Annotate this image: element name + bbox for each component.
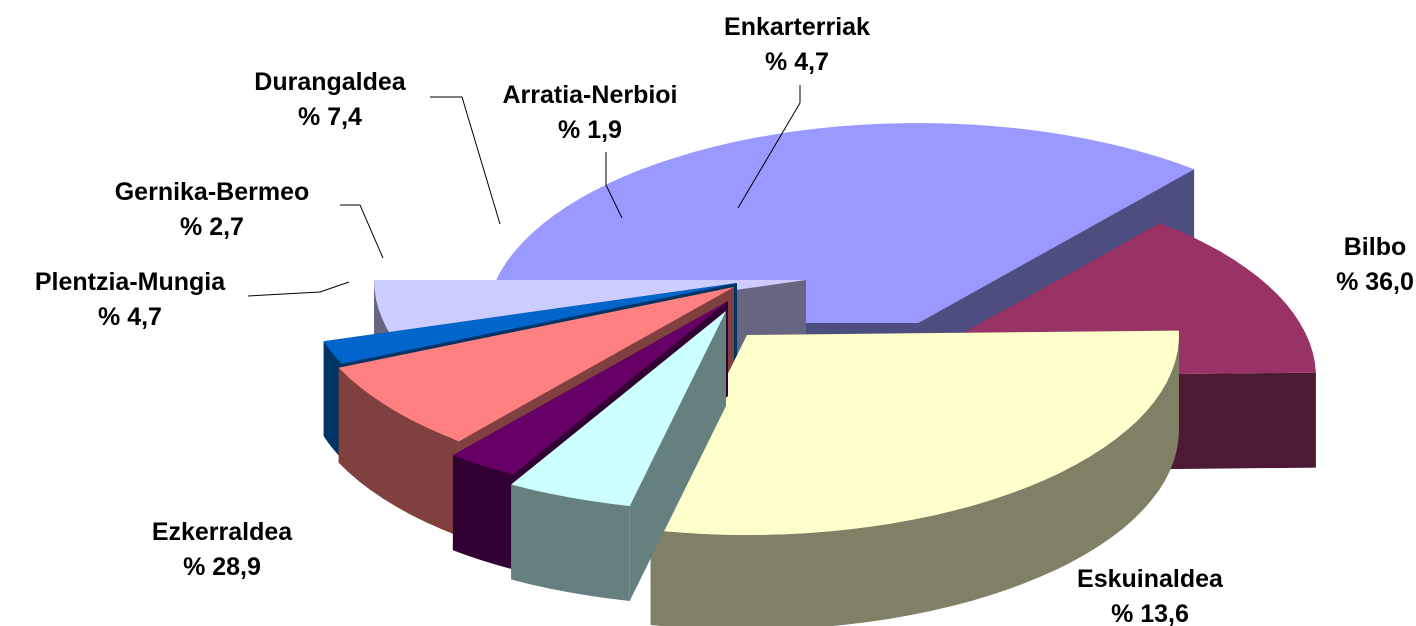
slice-side (338, 367, 459, 537)
slice-value-label: % 13,6 (1111, 600, 1189, 626)
leader-line (605, 152, 623, 219)
slice-top (486, 123, 1195, 323)
slice-name-label: Arratia-Nerbioi (502, 81, 677, 109)
slice-value-label: % 4,7 (765, 48, 829, 76)
slices-layer (323, 123, 1316, 626)
slice-top (511, 311, 726, 506)
slice-name-label: Durangaldea (254, 68, 407, 96)
slice-name-label: Bilbo (1344, 233, 1407, 261)
slice-name-label: Ezkerraldea (152, 518, 293, 546)
leader-line (340, 204, 384, 259)
labels-layer: Bilbo % 36,0 Eskuinaldea % 13,6 Ezkerraldea%… (35, 13, 1414, 626)
slice-value-label: % 4,7 (98, 303, 162, 331)
leader-lines (247, 85, 801, 297)
slice-top (650, 330, 1179, 535)
slice-value-label: % 28,9 (183, 553, 261, 581)
leader-line (247, 281, 350, 297)
slice-side (511, 484, 630, 601)
slice-side (452, 455, 514, 570)
slice-name-label: Eskuinaldea (1077, 565, 1224, 593)
slice-side (323, 341, 342, 459)
slice-value-label: % 7,4 (298, 103, 362, 131)
slice-value-label: % 2,7 (180, 213, 244, 241)
slice-name-label: Gernika-Bermeo (115, 178, 310, 206)
leader-line (430, 96, 501, 225)
pie-slice-plentzia-mungia (511, 311, 726, 601)
slice-name-label: Plentzia-Mungia (35, 268, 226, 296)
slice-name-label: Enkarterriak (724, 13, 870, 41)
slice-top (338, 287, 734, 442)
leader-line (737, 85, 801, 209)
slice-value-label: % 36,0 (1336, 268, 1414, 296)
slice-side (650, 335, 1179, 626)
slice-top (452, 301, 728, 475)
slice-top (323, 283, 737, 364)
slice-value-label: % 1,9 (558, 116, 622, 144)
